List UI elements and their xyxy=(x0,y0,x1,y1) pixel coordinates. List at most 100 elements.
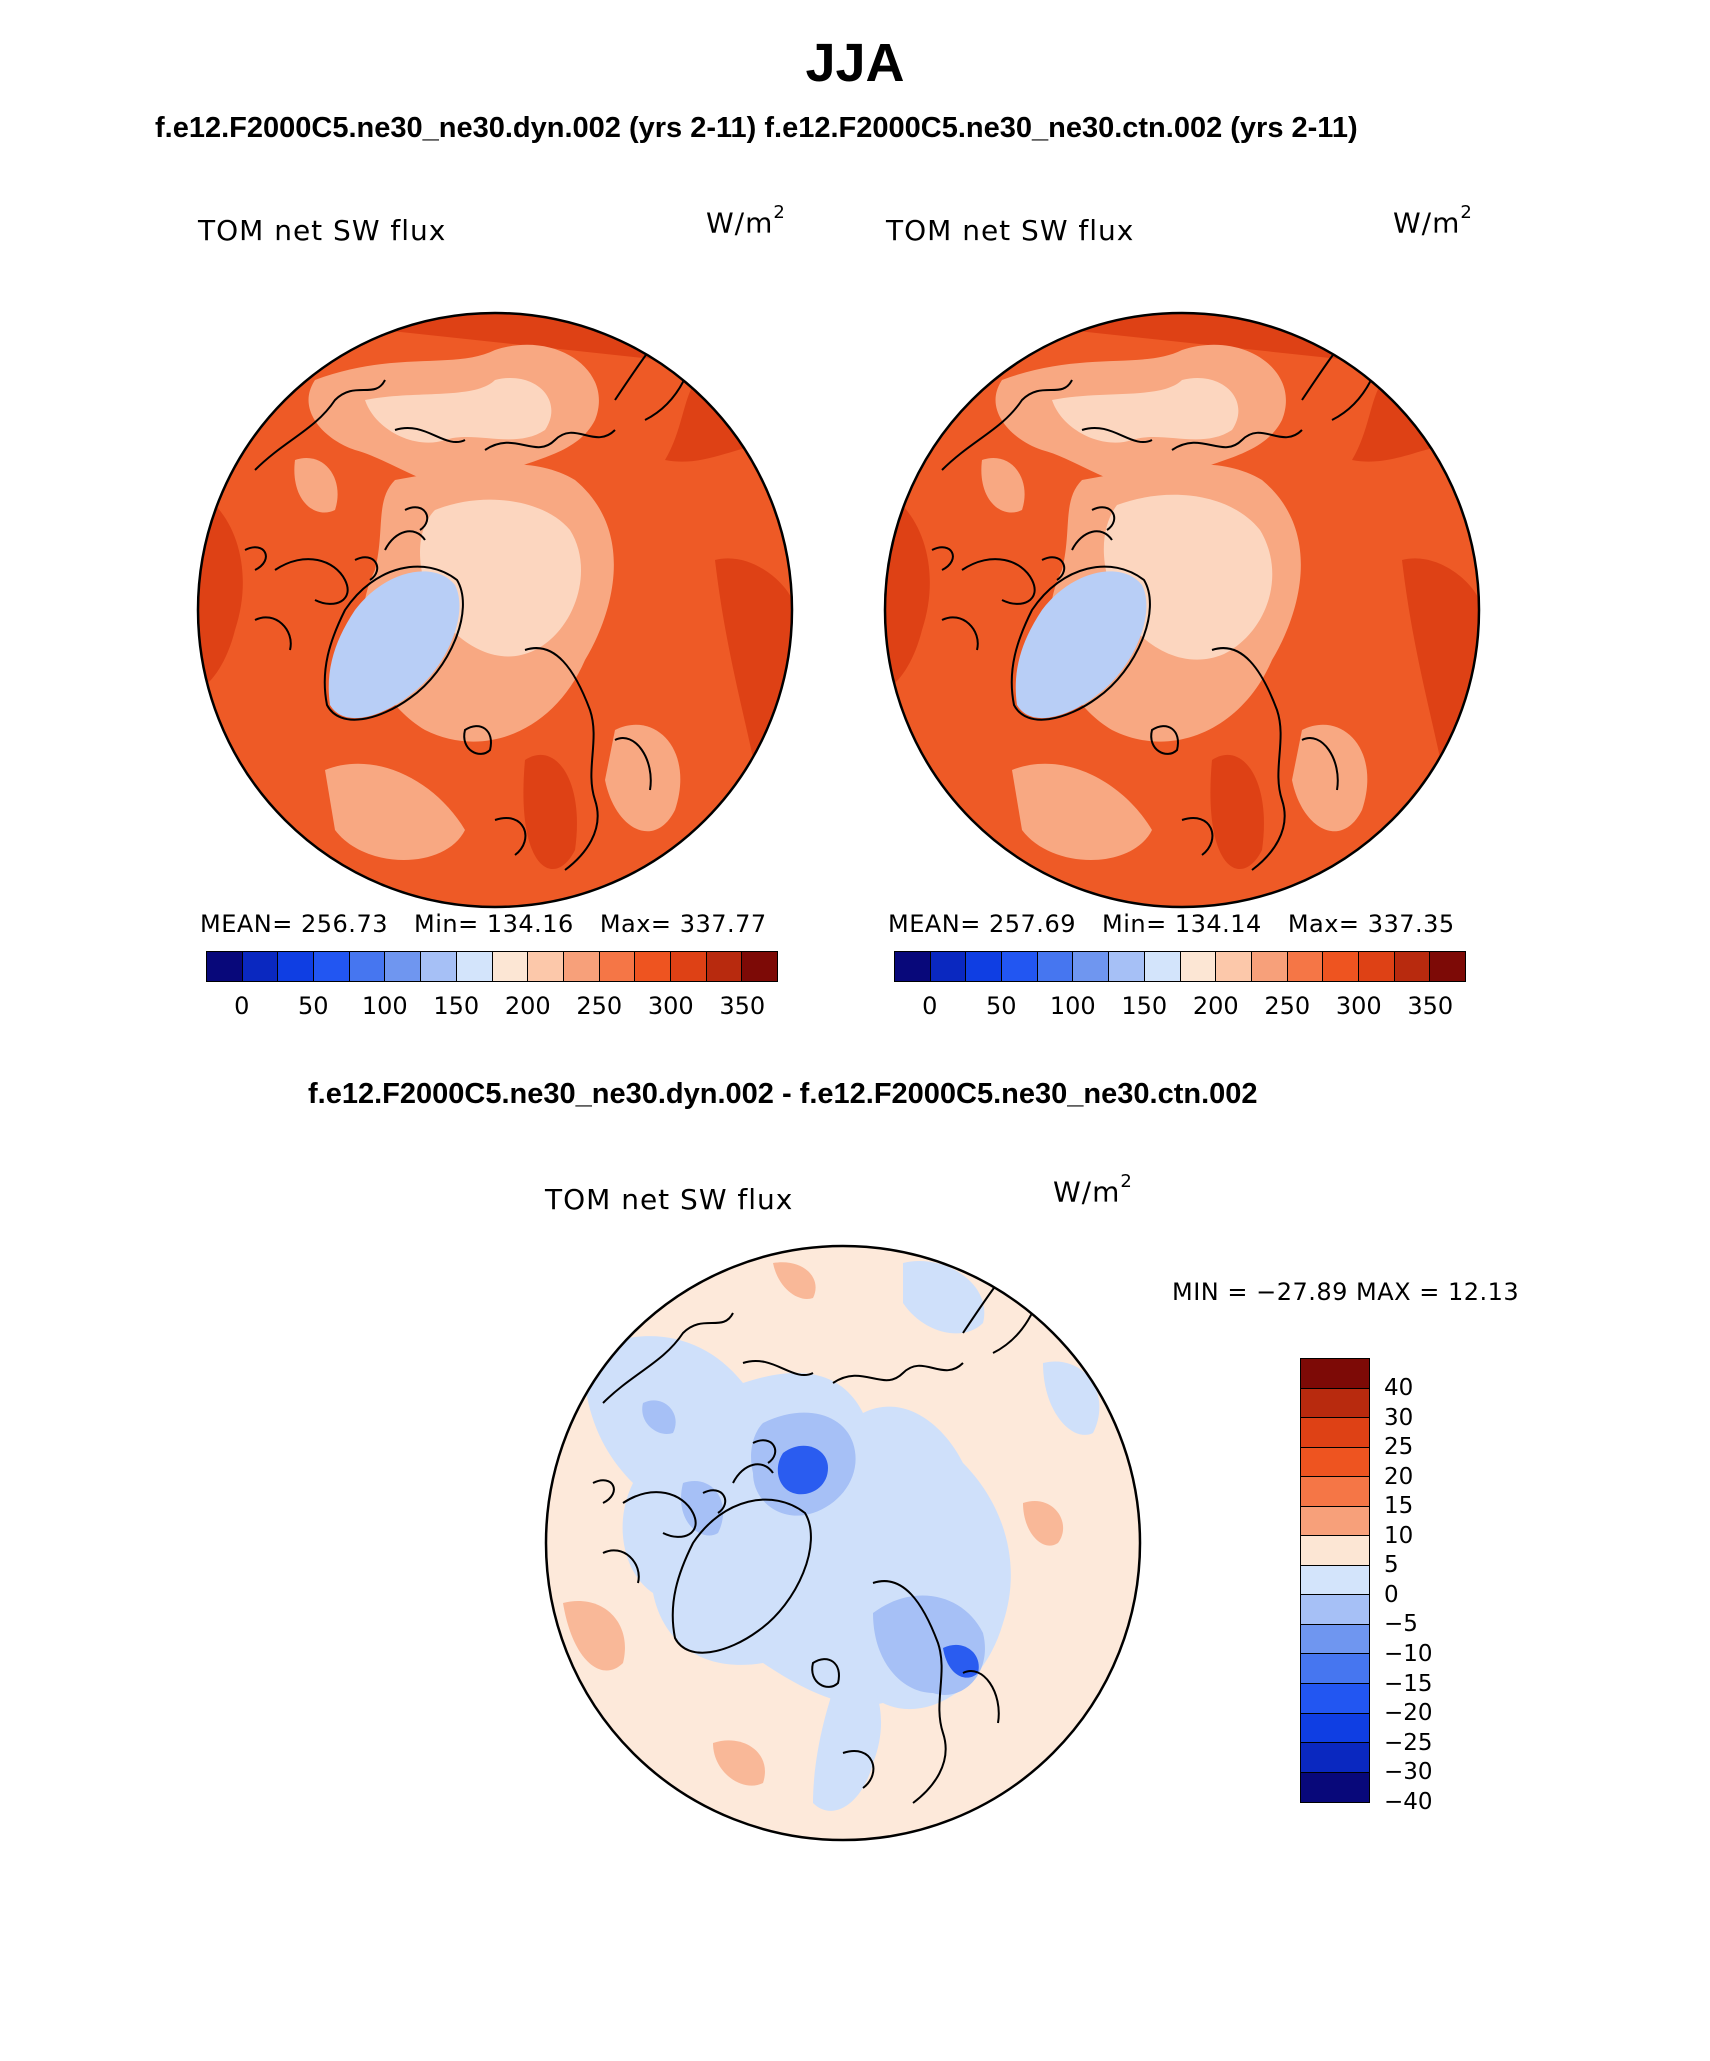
diff-colorbar-cell xyxy=(1301,1388,1369,1419)
diff-colorbar-tick: 25 xyxy=(1384,1434,1414,1461)
diff-colorbar-tick: 10 xyxy=(1384,1522,1414,1549)
panel-ctn-colorbar-cell xyxy=(1002,952,1038,981)
diff-colorbar-cell xyxy=(1301,1684,1369,1714)
diff-colorbar-cell xyxy=(1301,1565,1369,1596)
panel-dyn-colorbar-cell xyxy=(349,952,386,981)
panel-dyn-colorbar-cell xyxy=(742,952,777,981)
panel-dyn-colorbar-tick: 0 xyxy=(234,992,250,1020)
panel-dyn-colorbar-tick: 350 xyxy=(719,992,766,1020)
diff-colorbar-tick: 30 xyxy=(1384,1404,1414,1431)
diff-colorbar-cell xyxy=(1301,1359,1369,1389)
diff-colorbar-tick: 15 xyxy=(1384,1493,1414,1520)
panel-dyn-colorbar-cell xyxy=(635,952,671,981)
diff-colorbar-cell xyxy=(1301,1536,1369,1566)
panel-dyn-colorbar-cell xyxy=(278,952,315,981)
panel-dyn-colorbar-cell xyxy=(207,952,243,981)
panel-dyn-colorbar xyxy=(206,951,778,982)
panel-ctn-colorbar-cell xyxy=(1287,952,1324,981)
panel-ctn-colorbar-cell xyxy=(966,952,1003,981)
diff-colorbar-tick: −40 xyxy=(1384,1788,1433,1815)
panel-dyn-colorbar-cell xyxy=(492,952,529,981)
diff-colorbar-cell xyxy=(1301,1743,1369,1773)
diff-colorbar-cell xyxy=(1301,1595,1369,1625)
panel-ctn-mean: MEAN= 257.69 xyxy=(888,910,1076,938)
panel-dyn-label: TOM net SW flux xyxy=(198,214,447,247)
panel-dyn-min: Min= 134.16 xyxy=(413,910,574,938)
panel-ctn-stats: MEAN= 257.69 Min= 134.14 Max= 337.35 xyxy=(888,910,1455,938)
panel-dyn-colorbar-cell xyxy=(563,952,600,981)
panel-dyn-colorbar-cell xyxy=(670,952,707,981)
panel-dyn-colorbar-tick: 100 xyxy=(361,992,408,1020)
panel-ctn-colorbar-cell xyxy=(1037,952,1074,981)
panel-dyn-colorbar-cell xyxy=(421,952,457,981)
panel-ctn-min: Min= 134.14 xyxy=(1101,910,1262,938)
diff-colorbar-cell xyxy=(1301,1624,1369,1655)
panel-ctn-colorbar-cell xyxy=(1251,952,1288,981)
panel-dyn-colorbar-cell xyxy=(242,952,279,981)
panel-ctn-colorbar-cell xyxy=(1144,952,1181,981)
figure-subtitle-top: f.e12.F2000C5.ne30_ne30.dyn.002 (yrs 2-1… xyxy=(155,112,1358,144)
diff-panel-minmax: MIN = −27.89 MAX = 12.13 xyxy=(1172,1278,1520,1306)
panel-ctn-colorbar-tick: 200 xyxy=(1192,992,1239,1020)
diff-colorbar-cell xyxy=(1301,1447,1369,1478)
panel-ctn-colorbar-cell xyxy=(1358,952,1395,981)
diff-colorbar-tick: 0 xyxy=(1384,1581,1399,1608)
panel-dyn-colorbar-cell xyxy=(706,952,743,981)
diff-colorbar-tick: 40 xyxy=(1384,1375,1414,1402)
panel-dyn-colorbar-cell xyxy=(314,952,350,981)
diff-colorbar-tick: 20 xyxy=(1384,1463,1414,1490)
diff-panel-map xyxy=(544,1244,1142,1842)
panel-ctn-label: TOM net SW flux xyxy=(886,214,1135,247)
panel-ctn-colorbar-tick: 150 xyxy=(1121,992,1168,1020)
diff-colorbar-cell xyxy=(1301,1506,1369,1537)
panel-ctn-unit: W/m2 xyxy=(1393,202,1473,240)
diff-colorbar-tick: −15 xyxy=(1384,1670,1433,1697)
panel-ctn-colorbar-tick: 350 xyxy=(1407,992,1454,1020)
panel-ctn-colorbar-tick: 50 xyxy=(985,992,1017,1020)
diff-colorbar-cell xyxy=(1301,1654,1369,1685)
panel-dyn-mean: MEAN= 256.73 xyxy=(200,910,388,938)
panel-ctn-colorbar-cell xyxy=(1323,952,1359,981)
panel-ctn-colorbar xyxy=(894,951,1466,982)
panel-ctn-colorbar-cell xyxy=(1109,952,1145,981)
diff-colorbar-tick: −25 xyxy=(1384,1729,1433,1756)
panel-ctn-colorbar-tick: 100 xyxy=(1049,992,1096,1020)
panel-ctn-colorbar-ticks: 0 50 100 150 200 250 300 350 xyxy=(894,992,1466,1022)
panel-dyn-colorbar-tick: 250 xyxy=(576,992,623,1020)
diff-colorbar-cell xyxy=(1301,1477,1369,1507)
panel-ctn-colorbar-cell xyxy=(1180,952,1217,981)
diff-colorbar-tick: −20 xyxy=(1384,1700,1433,1727)
panel-ctn-colorbar-tick: 300 xyxy=(1335,992,1382,1020)
panel-ctn-colorbar-cell xyxy=(1430,952,1465,981)
panel-dyn-unit: W/m2 xyxy=(706,202,786,240)
panel-dyn-colorbar-cell xyxy=(599,952,636,981)
panel-ctn-colorbar-tick: 250 xyxy=(1264,992,1311,1020)
figure-title: JJA xyxy=(805,33,905,93)
panel-dyn-colorbar-tick: 200 xyxy=(504,992,551,1020)
panel-dyn-colorbar-cell xyxy=(528,952,564,981)
panel-dyn-colorbar-tick: 300 xyxy=(647,992,694,1020)
panel-ctn-colorbar-cell xyxy=(1394,952,1431,981)
panel-dyn-max: Max= 337.77 xyxy=(599,910,767,938)
panel-dyn-colorbar-cell xyxy=(456,952,493,981)
panel-dyn-colorbar-tick: 150 xyxy=(433,992,480,1020)
panel-dyn-stats: MEAN= 256.73 Min= 134.16 Max= 337.77 xyxy=(200,910,767,938)
panel-dyn-colorbar-ticks: 0 50 100 150 200 250 300 350 xyxy=(206,992,778,1022)
diff-colorbar-tick: −10 xyxy=(1384,1641,1433,1667)
diff-colorbar-tick: 5 xyxy=(1384,1552,1399,1579)
panel-dyn-colorbar-tick: 50 xyxy=(297,992,329,1020)
panel-ctn-colorbar-tick: 0 xyxy=(922,992,938,1020)
diff-panel-unit: W/m2 xyxy=(1053,1171,1133,1209)
diff-colorbar-cell xyxy=(1301,1418,1369,1448)
panel-ctn-colorbar-cell xyxy=(1073,952,1110,981)
panel-dyn-colorbar-cell xyxy=(385,952,422,981)
figure-subtitle-diff: f.e12.F2000C5.ne30_ne30.dyn.002 - f.e12.… xyxy=(308,1078,1258,1110)
panel-ctn-colorbar-cell xyxy=(930,952,967,981)
panel-ctn-max: Max= 337.35 xyxy=(1287,910,1455,938)
diff-panel-label: TOM net SW flux xyxy=(545,1183,794,1216)
diff-colorbar-tick: −30 xyxy=(1384,1759,1433,1786)
diff-colorbar xyxy=(1300,1358,1370,1804)
panel-ctn-map xyxy=(883,311,1481,909)
panel-dyn-map xyxy=(196,311,794,909)
diff-colorbar-cell xyxy=(1301,1772,1369,1803)
